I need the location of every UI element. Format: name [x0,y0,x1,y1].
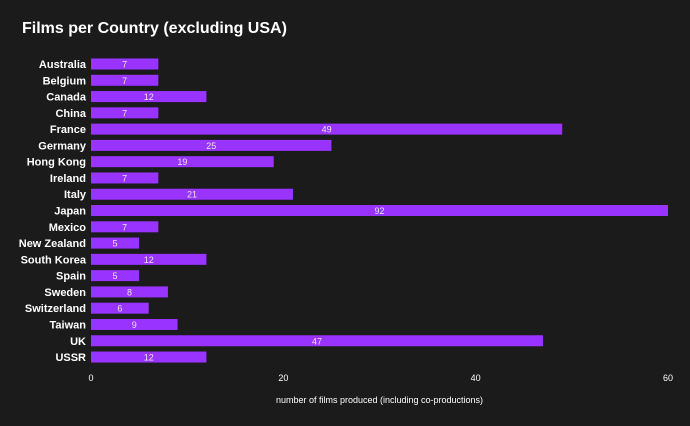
bar-ireland [91,172,159,184]
bar-spain [91,270,140,282]
bar-japan [91,205,668,217]
bar-south-korea [91,253,207,265]
x-tick-label-0: 0 [88,373,93,383]
bar-value-switzerland: 6 [117,304,122,314]
y-label-taiwan: Taiwan [50,319,87,331]
bar-value-mexico: 7 [122,222,127,232]
bar-value-ussr: 12 [144,353,154,363]
y-label-canada: Canada [46,92,87,104]
bar-taiwan [91,318,178,330]
x-axis-title: number of films produced (including co-p… [276,395,483,405]
y-label-sweden: Sweden [44,287,86,299]
bar-value-uk: 47 [312,336,322,346]
bar-value-canada: 12 [144,92,154,102]
x-tick-label-60: 60 [663,373,673,383]
bar-value-germany: 25 [206,141,216,151]
bar-switzerland [91,302,149,314]
bar-italy [91,188,293,200]
bar-value-sweden: 8 [127,287,132,297]
bar-canada [91,91,207,103]
bar-value-new-zealand: 5 [113,239,118,249]
y-label-south-korea: South Korea [21,254,87,266]
y-label-france: France [50,124,86,136]
bar-uk [91,335,543,347]
bar-hong-kong [91,156,274,168]
bar-sweden [91,286,168,298]
y-label-belgium: Belgium [43,75,87,87]
y-axis-labels: Australia Belgium Canada China France Germany… [19,59,87,364]
bar-value-ireland: 7 [122,173,127,183]
bar-value-china: 7 [122,108,127,118]
bar-new-zealand [91,237,140,249]
bar-ussr [91,351,207,363]
bar-value-france: 49 [322,125,332,135]
x-tick-label-40: 40 [471,373,481,383]
x-axis-ticks: 0 20 40 60 [88,373,673,383]
chart-title: Films per Country (excluding USA) [22,20,287,37]
bar-australia [91,58,159,70]
y-label-ireland: Ireland [50,173,86,185]
y-label-japan: Japan [54,206,86,218]
x-tick-label-20: 20 [278,373,288,383]
y-label-uk: UK [70,336,86,348]
y-label-new-zealand: New Zealand [19,238,86,250]
bar-value-japan: 92 [374,206,384,216]
bar-germany [91,139,332,151]
bar-value-italy: 21 [187,190,197,200]
bar-value-hong-kong: 19 [177,157,187,167]
bar-china [91,107,159,119]
y-label-hong-kong: Hong Kong [27,157,86,169]
bar-belgium [91,74,159,86]
bar-france [91,123,563,135]
y-label-italy: Italy [64,189,87,201]
bar-value-australia: 7 [122,60,127,70]
y-label-spain: Spain [56,271,86,283]
y-label-switzerland: Switzerland [25,303,86,315]
bar-value-taiwan: 9 [132,320,137,330]
bars [91,58,668,363]
y-label-mexico: Mexico [49,222,87,234]
bar-value-south-korea: 12 [144,255,154,265]
bar-value-spain: 5 [113,271,118,281]
y-label-germany: Germany [38,140,87,152]
y-label-australia: Australia [39,59,87,71]
y-label-china: China [55,108,86,120]
bar-mexico [91,221,159,233]
bar-value-belgium: 7 [122,76,127,86]
y-label-ussr: USSR [55,352,86,364]
